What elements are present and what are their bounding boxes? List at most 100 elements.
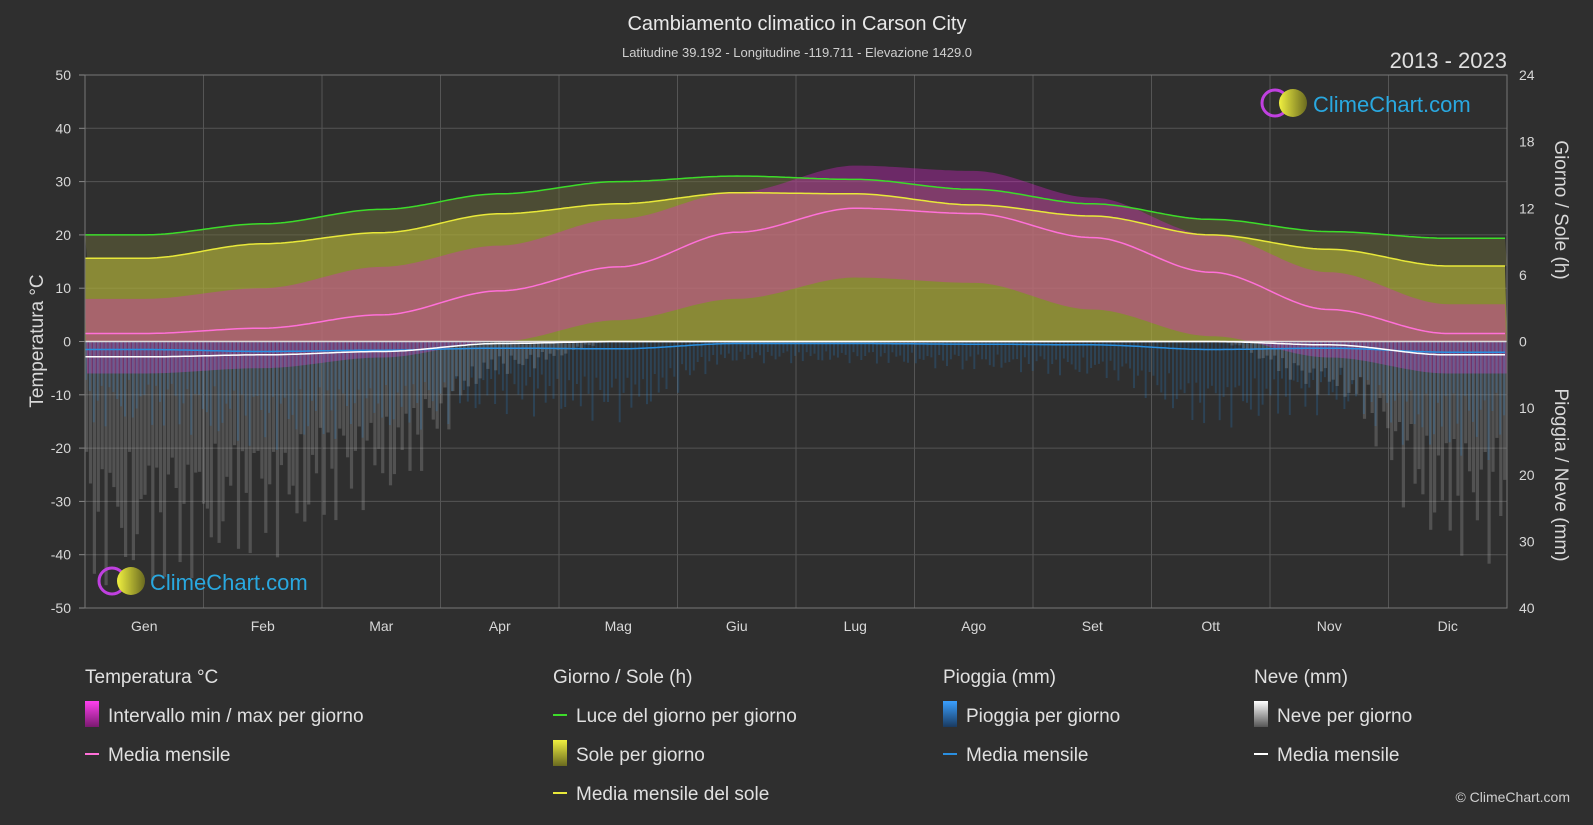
- rain-bar: [385, 341, 387, 385]
- rain-bar: [1421, 341, 1424, 428]
- rain-bar: [1471, 341, 1474, 422]
- snow-bar: [330, 341, 334, 469]
- snow-bar: [443, 341, 447, 388]
- rain-bar: [1214, 341, 1217, 394]
- rain-bar: [1277, 341, 1280, 414]
- rain-bar: [1242, 341, 1245, 402]
- snow-bar: [1343, 341, 1347, 397]
- snow-bar: [291, 341, 295, 486]
- rain-bar: [996, 341, 999, 355]
- rain-bar: [1152, 341, 1155, 376]
- x-tick-label: Set: [1082, 618, 1103, 634]
- rain-bar: [466, 341, 469, 402]
- rain-bar: [1304, 341, 1307, 407]
- rain-bar: [1347, 341, 1350, 402]
- rain-bar: [408, 341, 411, 423]
- rain-bar: [903, 341, 906, 362]
- rain-bar: [96, 341, 99, 401]
- snow-bar: [326, 341, 330, 433]
- rain-bar: [1249, 341, 1252, 410]
- rain-bar: [455, 341, 458, 379]
- rain-bar: [342, 341, 345, 394]
- snow-bar: [548, 341, 552, 354]
- rain-bar: [988, 341, 991, 366]
- snow-bar: [159, 341, 163, 513]
- snow-bar: [521, 341, 525, 366]
- rain-bar: [868, 341, 871, 353]
- rain-bar: [1051, 341, 1054, 365]
- rain-bar: [1023, 341, 1026, 358]
- rain-bar: [190, 341, 193, 435]
- snow-bar: [1386, 341, 1390, 429]
- snow-bar: [229, 341, 233, 486]
- rain-bar: [1464, 341, 1467, 396]
- snow-bar: [1320, 341, 1324, 372]
- right-top-tick-label: 6: [1519, 267, 1527, 283]
- rain-bar: [225, 341, 228, 404]
- snow-bar: [478, 341, 482, 379]
- rain-bar: [299, 341, 302, 390]
- rain-bar: [330, 341, 333, 411]
- x-tick-label: Apr: [489, 618, 511, 634]
- brand-logo-top: ClimeChart.com: [1260, 88, 1471, 118]
- rain-bar: [104, 341, 107, 427]
- snow-bar: [244, 341, 248, 493]
- rain-bar: [653, 341, 656, 374]
- snow-bar: [513, 341, 517, 360]
- snow-bar: [1359, 341, 1363, 378]
- series-lines: [85, 175, 1507, 358]
- rain-bar: [1433, 341, 1435, 435]
- rain-bar: [1125, 341, 1128, 364]
- rain-bar: [661, 341, 664, 378]
- rain-bar: [194, 341, 197, 395]
- rain-bar: [529, 341, 532, 377]
- left-tick-label: -10: [51, 387, 71, 403]
- rain-bar: [451, 341, 454, 392]
- rain-bar: [723, 341, 726, 359]
- snow-bar: [591, 341, 595, 346]
- snow-bar: [447, 341, 451, 430]
- x-tick-label: Ago: [961, 618, 986, 634]
- rain-bar: [147, 341, 150, 385]
- rain-bar: [486, 341, 489, 396]
- snow-bar: [564, 341, 568, 354]
- snow-bar: [583, 341, 587, 345]
- rain-bar: [801, 341, 804, 362]
- snow-bar: [416, 341, 420, 435]
- rain-bar: [961, 341, 964, 370]
- rain-bar: [1300, 341, 1303, 389]
- rain-bar: [556, 341, 559, 379]
- snow-bar: [349, 341, 354, 489]
- snow-bar: [221, 341, 225, 522]
- rain-bar: [1175, 341, 1178, 400]
- snow-bar: [494, 341, 498, 371]
- rain-bar: [1222, 341, 1225, 397]
- rain-bar: [770, 341, 773, 356]
- rain-bar: [268, 341, 271, 413]
- rain-bar: [1226, 341, 1229, 388]
- swatch-icon: [943, 701, 957, 727]
- rain-bar: [1351, 341, 1354, 385]
- snow-bar: [1269, 341, 1273, 360]
- rain-bar: [423, 341, 426, 383]
- rain-bar: [322, 341, 325, 435]
- rain-bar: [311, 341, 313, 401]
- rain-bar: [614, 341, 617, 379]
- snow-bar: [1382, 341, 1386, 412]
- rain-bar: [1483, 341, 1486, 401]
- snow-bar: [318, 341, 322, 428]
- snow-bar: [252, 341, 256, 453]
- daylight-line: [85, 175, 1505, 239]
- rain-bar: [657, 341, 660, 393]
- rain-bar: [575, 341, 578, 384]
- snow-bar: [198, 341, 202, 472]
- snow-bar: [268, 341, 272, 485]
- snow-bar: [486, 341, 490, 369]
- rain-bar: [1117, 341, 1120, 381]
- chart-subtitle: Latitudine 39.192 - Longitudine -119.711…: [622, 45, 972, 60]
- rain-bar: [131, 341, 134, 418]
- rain-bar: [1187, 341, 1190, 384]
- snow-bar: [240, 341, 244, 452]
- rain-bar: [392, 341, 395, 420]
- legend-item-snow-mean: Media mensile: [1277, 745, 1400, 766]
